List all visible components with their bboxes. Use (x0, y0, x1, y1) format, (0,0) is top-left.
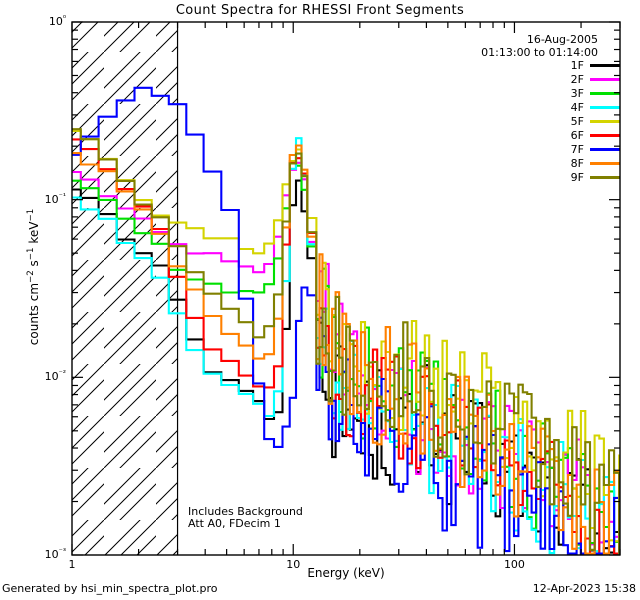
y-tick-label: 10⁻¹ (44, 191, 66, 206)
legend-color-swatch (590, 92, 620, 95)
legend-color-swatch (590, 64, 620, 67)
hatched-excluded-region (72, 22, 178, 555)
y-tick-label: 10⁰ (48, 13, 66, 28)
legend-color-swatch (590, 162, 620, 165)
legend-label: 9F (570, 171, 584, 184)
plot-frame (71, 21, 621, 556)
footer-generator: Generated by hsi_min_spectra_plot.pro (2, 582, 218, 595)
spectrum-curve-7f (72, 86, 620, 555)
annotation-attenuator: Att A0, FDecim 1 (188, 517, 281, 530)
observation-date: 16-Aug-2005 (526, 33, 598, 46)
y-tick-label: 10⁻³ (44, 546, 66, 561)
spectrum-curve-9f (72, 128, 620, 555)
legend-color-swatch (590, 176, 620, 179)
legend-color-swatch (590, 78, 620, 81)
y-tick-label: 10⁻² (44, 368, 66, 384)
x-tick-label: 1 (68, 558, 76, 571)
legend-label: 1F (570, 59, 584, 72)
legend-label: 2F (570, 73, 584, 86)
legend-label: 4F (570, 101, 584, 114)
legend-color-swatch (590, 148, 620, 151)
legend-label: 7F (570, 143, 584, 156)
annotation-background: Includes Background (188, 505, 303, 518)
legend-label: 8F (570, 157, 584, 170)
page-title: Count Spectra for RHESSI Front Segments (175, 3, 465, 18)
legend-color-swatch (590, 134, 620, 137)
footer-timestamp: 12-Apr-2023 15:38 (532, 582, 636, 595)
legend-color-swatch (590, 120, 620, 123)
legend-label: 5F (570, 115, 584, 128)
legend-color-swatch (590, 106, 620, 109)
x-tick-label: 100 (503, 558, 525, 571)
x-axis-label: Energy (keV) (307, 566, 385, 580)
legend-label: 3F (570, 87, 584, 100)
observation-time-range: 01:13:00 to 01:14:00 (481, 46, 598, 59)
x-tick-label: 10 (286, 558, 301, 571)
legend-label: 6F (570, 129, 584, 142)
